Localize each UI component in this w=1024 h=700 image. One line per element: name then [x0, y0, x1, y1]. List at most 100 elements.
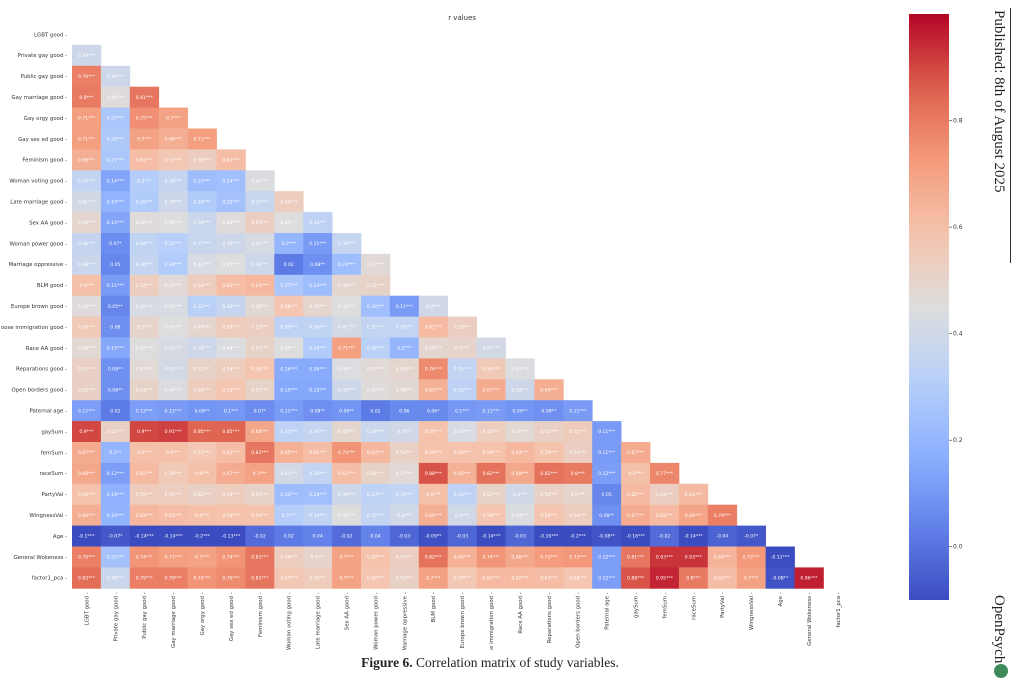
- column-label: Europe brown good -: [460, 592, 466, 648]
- cell-value-label: 0.48***: [78, 346, 96, 352]
- cell-value-label: 0.77***: [656, 471, 674, 477]
- cell-value-label: 0.59***: [78, 492, 96, 498]
- cell-value-label: 0.47***: [165, 283, 183, 289]
- heatmap-cell: [794, 567, 824, 589]
- cell-value-label: 0.58***: [569, 575, 587, 581]
- cell-value-label: 0.16***: [309, 366, 327, 372]
- cell-value-label: 0.12***: [136, 408, 154, 414]
- heatmap-cell: [389, 421, 420, 443]
- cell-value-label: 0.59***: [222, 513, 240, 519]
- cell-value-label: -0.2***: [194, 534, 211, 540]
- cell-value-label: 0.08**: [599, 513, 615, 519]
- cell-value-label: 0.61***: [540, 575, 558, 581]
- cell-value-label: 0.54***: [280, 199, 298, 205]
- heatmap-cell: [72, 421, 102, 443]
- cell-value-label: 0.52***: [193, 492, 211, 498]
- heatmap-cell: [72, 504, 102, 526]
- heatmap-cell: [274, 212, 304, 234]
- cell-value-label: 0.36***: [338, 241, 356, 247]
- heatmap-cell: [361, 546, 391, 568]
- heatmap-cell: [216, 421, 246, 443]
- cell-value-label: 0.7***: [744, 575, 759, 581]
- heatmap-cell: [332, 504, 362, 526]
- cell-value-label: 0.66***: [165, 137, 183, 143]
- cell-value-label: 0.68***: [251, 429, 269, 435]
- heatmap-cell: [476, 504, 506, 526]
- cell-value-label: 0.91***: [165, 429, 183, 435]
- heatmap-cell: [274, 253, 304, 276]
- heatmap-cell: [245, 421, 275, 443]
- row-label: factor1_pca -: [32, 576, 67, 582]
- heatmap-cell: [100, 462, 131, 485]
- heatmap-cell: [274, 337, 304, 359]
- heatmap-cell: [303, 212, 333, 234]
- cell-value-label: 0.58***: [222, 387, 240, 393]
- cell-value-label: 0.37***: [193, 241, 211, 247]
- heatmap-cell: [216, 337, 246, 359]
- cell-value-label: 0.38***: [107, 575, 125, 581]
- column-label: LGBT good -: [84, 592, 90, 625]
- heatmap-cell: [476, 442, 506, 464]
- cell-value-label: -0.13***: [222, 534, 241, 540]
- heatmap-cell: [534, 462, 564, 485]
- heatmap-cell: [505, 504, 535, 526]
- heatmap-cell: [476, 567, 506, 589]
- heatmap-cell: [129, 212, 160, 234]
- cell-value-label: -0.14***: [482, 534, 501, 540]
- heatmap-cell: [187, 400, 217, 422]
- cell-value-label: 0.53***: [251, 325, 269, 331]
- cell-value-label: 0.56***: [482, 366, 500, 372]
- heatmap-cell: [418, 483, 449, 506]
- cell-value-label: 0.67***: [482, 387, 500, 393]
- heatmap-cell: [389, 504, 420, 526]
- heatmap-cell: [274, 191, 304, 213]
- heatmap-cell: [332, 316, 362, 338]
- heatmap-cell: [129, 462, 160, 485]
- heatmap-cell: [187, 442, 217, 464]
- cell-value-label: 0.67***: [78, 450, 96, 456]
- heatmap-cell: [765, 567, 795, 589]
- cell-value-label: 0.53***: [454, 325, 472, 331]
- cell-value-label: 0.15***: [280, 387, 298, 393]
- cell-value-label: 0.33***: [367, 492, 385, 498]
- heatmap-cell: [332, 274, 362, 297]
- cell-value-label: 0.74***: [338, 450, 356, 456]
- cell-value-label: 0.81***: [251, 555, 269, 561]
- cell-value-label: 0.51***: [193, 366, 211, 372]
- heatmap-cell: [100, 149, 131, 171]
- heatmap-cell: [129, 358, 160, 380]
- cell-value-label: 0.11***: [309, 241, 327, 247]
- heatmap-cell: [534, 567, 564, 589]
- heatmap-cell: [361, 462, 391, 485]
- heatmap-cell: [187, 149, 217, 171]
- heatmap-cell: [187, 567, 217, 589]
- heatmap-cell: [563, 442, 593, 464]
- cell-value-label: 0.45***: [338, 513, 356, 519]
- cell-value-label: 0.63***: [136, 513, 154, 519]
- heatmap-cell: [621, 546, 651, 568]
- cell-value-label: 0.23***: [338, 262, 356, 268]
- cell-value-label: 0.14***: [107, 178, 125, 184]
- column-label: Age -: [778, 592, 784, 606]
- cell-value-label: 0.56***: [78, 325, 96, 331]
- column-label: Gay marriage good -: [171, 592, 177, 648]
- cell-value-label: 0.33***: [454, 492, 472, 498]
- cell-value-label: 0.24***: [367, 304, 385, 310]
- heatmap-cell: [361, 274, 391, 297]
- heatmap-cell: [447, 421, 477, 443]
- heatmap-cell: [418, 567, 449, 589]
- heatmap-cell: [72, 149, 102, 171]
- heatmap-cell: [736, 567, 766, 589]
- heatmap-cell: [650, 462, 680, 485]
- cell-value-label: 0.45***: [280, 346, 298, 352]
- cell-value-label: 0.65***: [454, 555, 472, 561]
- column-label: Gay orgy good -: [200, 592, 206, 635]
- cell-value-label: 0.93***: [685, 555, 703, 561]
- heatmap-cell: [332, 253, 362, 276]
- cell-value-label: 0.47***: [367, 366, 385, 372]
- heatmap-cell: [216, 400, 246, 422]
- cell-value-label: -0.03: [456, 534, 468, 540]
- heatmap-cell: [129, 546, 160, 568]
- cell-value-label: 0.12***: [598, 471, 616, 477]
